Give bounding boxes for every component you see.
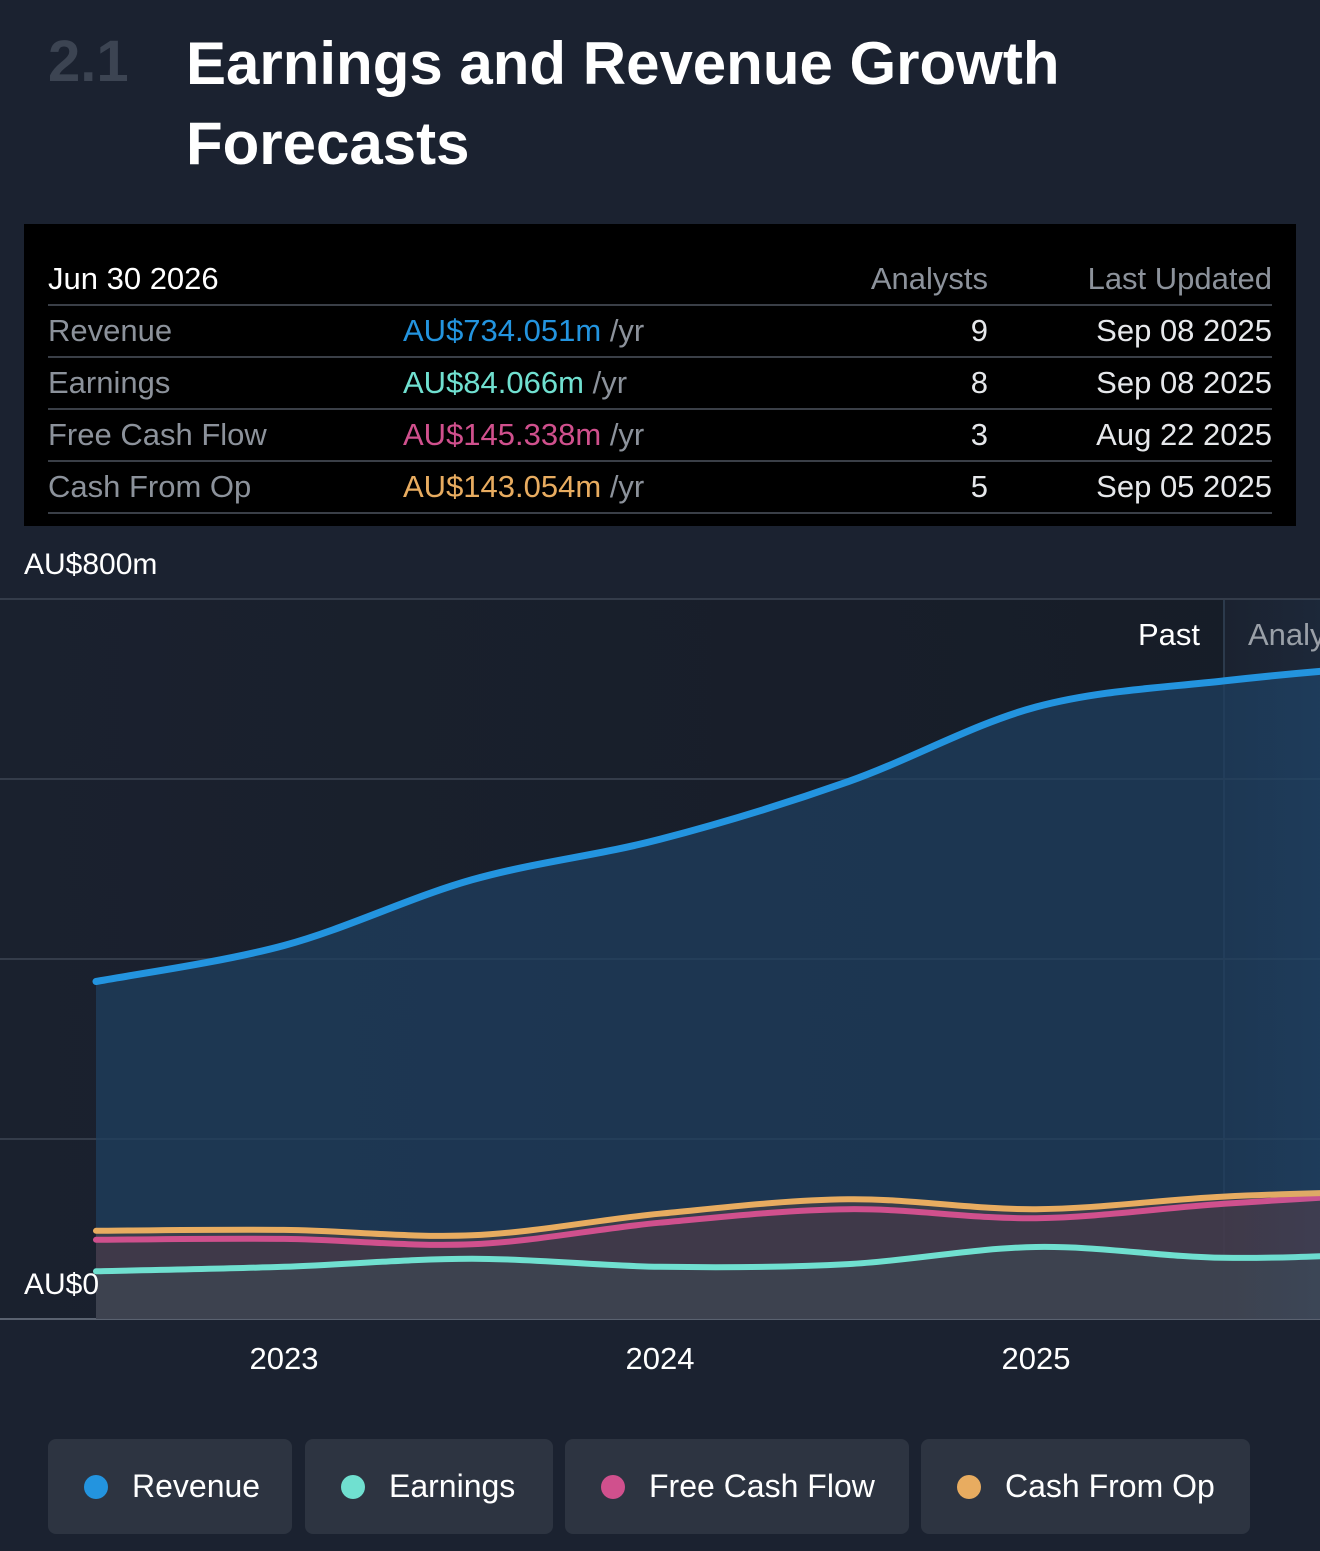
tooltip-row-label: Revenue: [48, 313, 173, 348]
y-axis-top-label: AU$800m: [24, 548, 157, 581]
tooltip-row-updated: Sep 05 2025: [1096, 469, 1272, 504]
legend-dot-icon: [601, 1475, 625, 1499]
tooltip-row-label: Free Cash Flow: [48, 417, 267, 452]
tooltip-row-value-group: AU$143.054m /yr: [403, 462, 644, 512]
tooltip-row-unit: /yr: [609, 313, 645, 348]
area-revenue: [96, 671, 1320, 1319]
legend-dot-icon: [957, 1475, 981, 1499]
tooltip-row-value: AU$145.338m: [403, 417, 602, 452]
tooltip-row-analysts: 9: [970, 313, 988, 348]
legend-label: Earnings: [389, 1468, 516, 1504]
tooltip-row-label: Earnings: [48, 365, 171, 400]
y-axis-bottom-label: AU$0: [24, 1268, 99, 1301]
tooltip-header-row: Jun 30 2026 Analysts Last Updated: [48, 254, 1272, 306]
past-label: Past: [1138, 617, 1200, 652]
tooltip-row-earnings: Earnings AU$84.066m /yr 8 Sep 08 2025: [48, 358, 1272, 410]
x-tick-label: 2023: [250, 1341, 319, 1376]
legend-label: Free Cash Flow: [649, 1468, 875, 1504]
forecast-label: Analysts Forecasts: [1248, 617, 1320, 652]
section-number: 2.1: [48, 29, 129, 94]
tooltip-row-value: AU$734.051m: [403, 313, 602, 348]
legend-item-free-cash-flow[interactable]: Free Cash Flow: [565, 1439, 909, 1534]
legend-item-earnings[interactable]: Earnings: [305, 1439, 553, 1534]
tooltip-row-value-group: AU$145.338m /yr: [403, 410, 644, 460]
legend-item-revenue[interactable]: Revenue: [48, 1439, 292, 1534]
tooltip-row-updated: Aug 22 2025: [1096, 417, 1272, 452]
tooltip-date: Jun 30 2026: [48, 261, 219, 296]
tooltip-row-analysts: 3: [970, 417, 988, 452]
tooltip-row-unit: /yr: [609, 469, 645, 504]
tooltip-row-unit: /yr: [592, 365, 628, 400]
tooltip-row-revenue: Revenue AU$734.051m /yr 9 Sep 08 2025: [48, 306, 1272, 358]
last-updated-header: Last Updated: [1087, 261, 1272, 296]
tooltip-row-analysts: 8: [970, 365, 988, 400]
legend-label: Cash From Op: [1005, 1468, 1215, 1504]
tooltip-row-updated: Sep 08 2025: [1096, 313, 1272, 348]
tooltip-table: Jun 30 2026 Analysts Last Updated Revenu…: [48, 254, 1272, 514]
legend-dot-icon: [84, 1475, 108, 1499]
tooltip-row-updated: Sep 08 2025: [1096, 365, 1272, 400]
tooltip-row-value-group: AU$84.066m /yr: [403, 358, 627, 408]
tooltip-row-free-cash-flow: Free Cash Flow AU$145.338m /yr 3 Aug 22 …: [48, 410, 1272, 462]
legend-dot-icon: [341, 1475, 365, 1499]
section-title: Earnings and Revenue Growth Forecasts: [186, 30, 1060, 177]
x-tick-label: 2024: [626, 1341, 695, 1376]
tooltip-row-value-group: AU$734.051m /yr: [403, 306, 644, 356]
analysts-header: Analysts: [870, 261, 988, 296]
chart-tooltip: Jun 30 2026 Analysts Last Updated Revenu…: [24, 224, 1296, 526]
tooltip-row-cash-from-op: Cash From Op AU$143.054m /yr 5 Sep 05 20…: [48, 462, 1272, 514]
x-tick-label: 2025: [1002, 1341, 1071, 1376]
tooltip-row-value: AU$143.054m: [403, 469, 602, 504]
area-earnings: [96, 1246, 1320, 1319]
tooltip-row-unit: /yr: [609, 417, 645, 452]
growth-chart[interactable]: AU$800m AU$0 Past Analysts Forecasts 2023 202…: [0, 526, 1320, 1406]
legend-label: Revenue: [132, 1468, 261, 1504]
tooltip-row-label: Cash From Op: [48, 469, 252, 504]
selection-band: [1224, 599, 1320, 1319]
series-line-revenue[interactable]: [92, 631, 1320, 985]
legend-item-cash-from-op[interactable]: Cash From Op: [921, 1439, 1250, 1534]
tooltip-row-analysts: 5: [970, 469, 988, 504]
tooltip-row-value: AU$84.066m: [403, 365, 584, 400]
